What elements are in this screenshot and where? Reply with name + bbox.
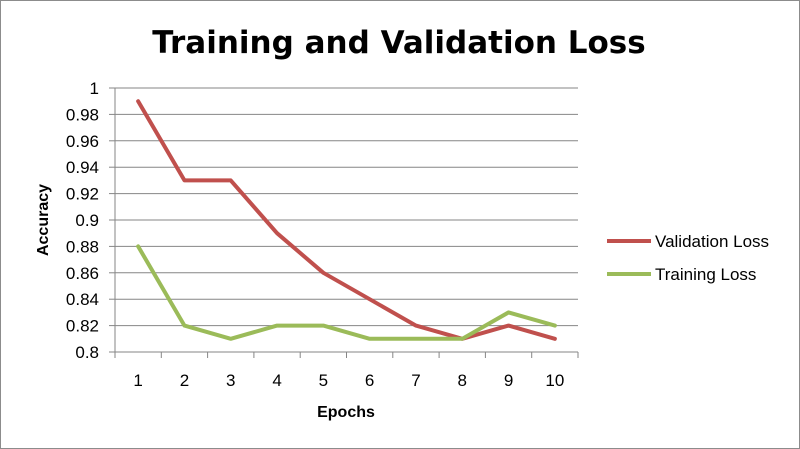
x-tick-label: 4 — [272, 371, 281, 390]
y-tick-labels: 0.8 0.82 0.84 0.86 0.88 0.9 0.92 0.94 0.96 0.98 1 — [66, 79, 99, 362]
x-tick-label: 6 — [365, 371, 374, 390]
x-tick-labels: 1 2 3 4 5 6 7 8 9 10 — [133, 371, 564, 390]
gridlines — [109, 87, 578, 353]
x-tick-label: 2 — [180, 371, 189, 390]
y-axis-label: Accuracy — [35, 184, 52, 256]
chart-title: Training and Validation Loss — [152, 25, 645, 61]
y-tick-label: 0.82 — [66, 317, 99, 336]
y-tick-label: 0.88 — [66, 237, 99, 256]
x-tick-label: 8 — [458, 371, 467, 390]
x-tick-label: 5 — [319, 371, 328, 390]
y-tick-label: 0.96 — [66, 132, 99, 151]
y-tick-label: 0.98 — [66, 105, 99, 124]
y-tick-label: 0.84 — [66, 290, 99, 309]
x-tick-label: 9 — [504, 371, 513, 390]
y-tick-label: 0.8 — [75, 343, 99, 362]
y-tick-label: 1 — [90, 79, 99, 98]
x-tick-label: 10 — [545, 371, 564, 390]
legend: Validation Loss Training Loss — [607, 232, 769, 284]
y-tick-label: 0.94 — [66, 158, 99, 177]
axes — [114, 88, 579, 358]
series-line — [136, 244, 557, 341]
series-lines — [136, 99, 557, 341]
y-tick-label: 0.86 — [66, 264, 99, 283]
series-line — [136, 99, 557, 341]
y-tick-label: 0.9 — [75, 211, 99, 230]
x-tick-label: 1 — [133, 371, 142, 390]
x-tick-label: 7 — [411, 371, 420, 390]
legend-label: Training Loss — [655, 265, 756, 284]
x-tick-label: 3 — [226, 371, 235, 390]
legend-label: Validation Loss — [655, 232, 769, 251]
x-axis-label: Epochs — [317, 404, 375, 421]
y-tick-label: 0.92 — [66, 185, 99, 204]
